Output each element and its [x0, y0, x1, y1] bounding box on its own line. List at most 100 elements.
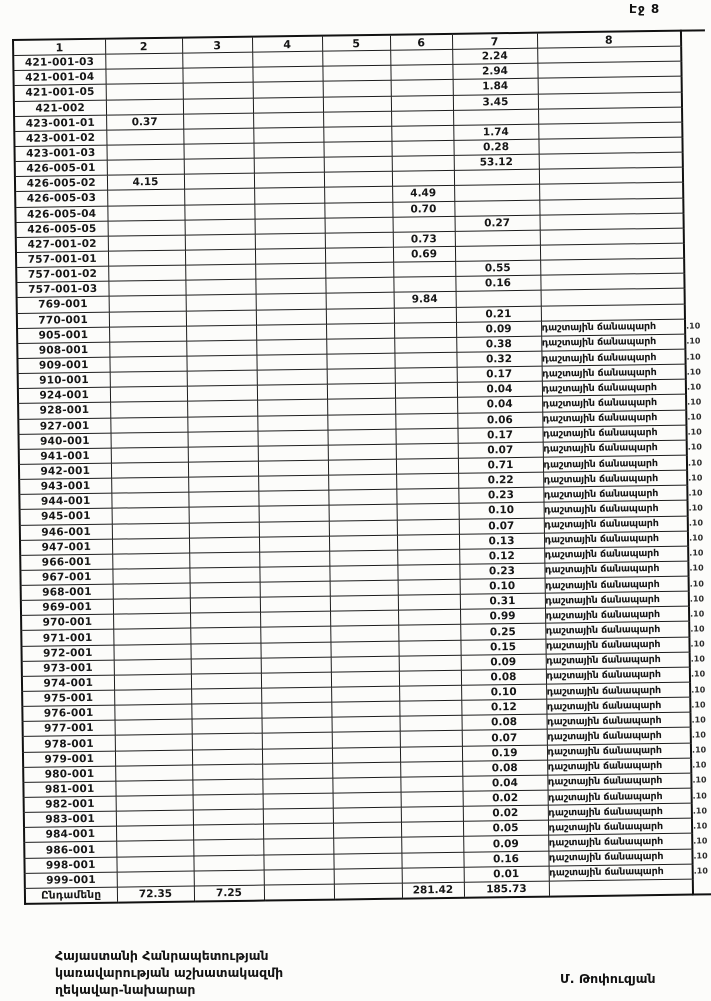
value-cell: [109, 386, 188, 403]
value-cell: [323, 171, 393, 188]
value-cell: [110, 401, 188, 418]
value-cell: [331, 701, 400, 718]
value-cell: [322, 50, 391, 67]
row-code-cell: 757-001-01: [15, 251, 109, 268]
value-cell: [189, 582, 260, 599]
value-cell: 2.24: [452, 48, 538, 65]
value-cell: [111, 507, 189, 524]
value-cell: [394, 322, 457, 339]
margin-artifact: .10: [691, 787, 711, 804]
value-cell: [259, 566, 330, 583]
row-code-cell: 427-001-02: [15, 236, 108, 253]
value-cell: [397, 564, 460, 581]
margin-artifact: .10: [688, 590, 711, 607]
value-cell: [253, 111, 324, 128]
value-cell: [400, 761, 463, 778]
row-code-cell: 975-001: [22, 690, 115, 707]
value-cell: [325, 292, 394, 309]
value-cell: 0.32: [456, 351, 542, 368]
margin-artifact: .10: [685, 379, 711, 395]
total-value-cell: [263, 883, 335, 901]
value-cell: [112, 567, 190, 585]
value-cell: [255, 308, 327, 325]
row-code-cell: 977-001: [22, 720, 115, 737]
margin-artifact: [683, 212, 708, 228]
value-cell: 0.69: [392, 246, 456, 263]
value-cell: [395, 412, 458, 429]
total-value-cell: [333, 883, 403, 900]
column-header: 4: [251, 35, 323, 53]
value-cell: [391, 170, 455, 187]
row-code-cell: 968-001: [20, 584, 113, 601]
value-cell: [185, 294, 256, 311]
row-code-cell: 983-001: [23, 811, 117, 828]
value-cell: 0.70: [392, 200, 455, 217]
value-cell: 0.01: [463, 865, 549, 883]
value-cell: [186, 339, 257, 357]
value-cell: [262, 762, 333, 779]
value-cell: [400, 821, 464, 838]
value-cell: 0.28: [453, 139, 539, 156]
value-cell: 0.99: [460, 608, 546, 625]
value-cell: [453, 108, 539, 126]
margin-artifact: .10: [688, 606, 711, 622]
margin-spacer: [680, 30, 706, 47]
value-cell: [184, 203, 255, 220]
value-cell: 0.04: [457, 396, 543, 413]
road-table-body: 1 2 3 4 5 6 7 8 421-001-03 2.24 421-001-04 2.94 421-…: [13, 30, 711, 904]
margin-artifact: .10: [686, 439, 711, 456]
value-cell: [328, 474, 397, 491]
value-cell: [253, 157, 324, 174]
value-cell: [324, 232, 393, 249]
value-cell: [254, 217, 325, 234]
value-cell: [398, 639, 461, 656]
value-cell: [331, 686, 400, 703]
value-cell: [110, 462, 189, 479]
value-cell: [322, 65, 391, 82]
value-cell: [396, 488, 459, 505]
value-cell: 0.21: [455, 305, 541, 323]
value-cell: [255, 293, 326, 310]
row-code-cell: 947-001: [19, 538, 113, 556]
value-cell: [395, 458, 459, 475]
value-cell: [396, 533, 460, 550]
value-cell: [188, 536, 260, 553]
value-cell: [185, 309, 257, 326]
value-cell: [261, 687, 332, 704]
value-cell: [328, 534, 398, 551]
row-code-cell: 946-001: [19, 523, 112, 541]
value-cell: [454, 199, 540, 217]
value-cell: [323, 110, 392, 128]
value-cell: [182, 97, 254, 114]
row-code-cell: 924-001: [17, 387, 111, 404]
row-code-cell: 905-001: [17, 326, 110, 344]
margin-artifact: .10: [690, 696, 711, 713]
value-cell: [324, 216, 393, 233]
value-cell: 0.08: [461, 714, 547, 731]
value-cell: [191, 703, 262, 720]
margin-artifact: .10: [685, 333, 710, 350]
value-cell: [329, 549, 398, 567]
value-cell: [257, 444, 328, 462]
value-cell: [332, 822, 402, 839]
value-cell: [260, 626, 331, 643]
value-cell: [325, 262, 394, 279]
row-code-cell: 928-001: [18, 402, 111, 419]
margin-artifact: .10: [686, 454, 711, 471]
row-code-cell: 976-001: [22, 705, 115, 722]
value-cell: [107, 189, 185, 206]
value-cell: [190, 612, 261, 629]
value-cell: [263, 868, 334, 885]
value-cell: 0.12: [459, 547, 545, 565]
value-cell: 0.22: [458, 472, 544, 489]
value-cell: [323, 156, 392, 173]
value-cell: 0.19: [461, 744, 548, 762]
value-cell: [398, 624, 461, 641]
value-cell: [330, 640, 399, 657]
value-cell: 53.12: [453, 154, 539, 171]
value-cell: 0.08: [462, 759, 548, 777]
value-cell: [261, 747, 333, 764]
row-code-cell: 942-001: [18, 463, 112, 480]
value-cell: [331, 716, 400, 733]
row-code-cell: 421-001-03: [13, 54, 106, 71]
